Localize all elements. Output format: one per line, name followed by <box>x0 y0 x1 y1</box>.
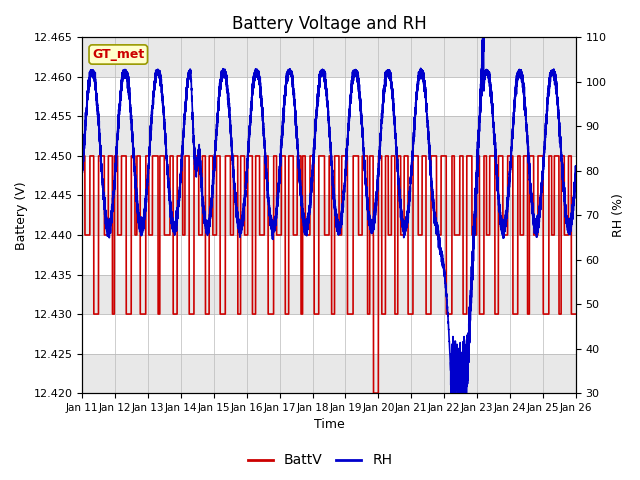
RH <box>447 390 455 396</box>
BattV <box>79 153 86 159</box>
Text: GT_met: GT_met <box>92 48 145 61</box>
Bar <box>83 116 576 156</box>
BattV <box>394 311 401 317</box>
RH <box>565 224 573 229</box>
RH <box>479 35 486 40</box>
Line: BattV: BattV <box>83 156 576 393</box>
Bar <box>83 275 576 314</box>
Title: Battery Voltage and RH: Battery Voltage and RH <box>232 15 426 33</box>
BattV <box>508 153 515 159</box>
Legend: BattV, RH: BattV, RH <box>242 448 398 473</box>
RH <box>508 156 515 161</box>
Y-axis label: Battery (V): Battery (V) <box>15 181 28 250</box>
RH <box>521 99 529 105</box>
RH <box>79 163 86 169</box>
Y-axis label: RH (%): RH (%) <box>612 193 625 237</box>
X-axis label: Time: Time <box>314 419 344 432</box>
Bar <box>83 195 576 235</box>
RH <box>394 160 401 166</box>
RH <box>571 186 579 192</box>
BattV <box>571 311 579 317</box>
Bar <box>83 37 576 77</box>
Bar <box>83 354 576 393</box>
BattV <box>565 153 573 159</box>
BattV <box>572 311 580 317</box>
BattV <box>300 153 308 159</box>
BattV <box>369 390 377 396</box>
RH <box>300 221 308 227</box>
RH <box>572 174 580 180</box>
BattV <box>521 153 529 159</box>
Line: RH: RH <box>83 37 576 393</box>
